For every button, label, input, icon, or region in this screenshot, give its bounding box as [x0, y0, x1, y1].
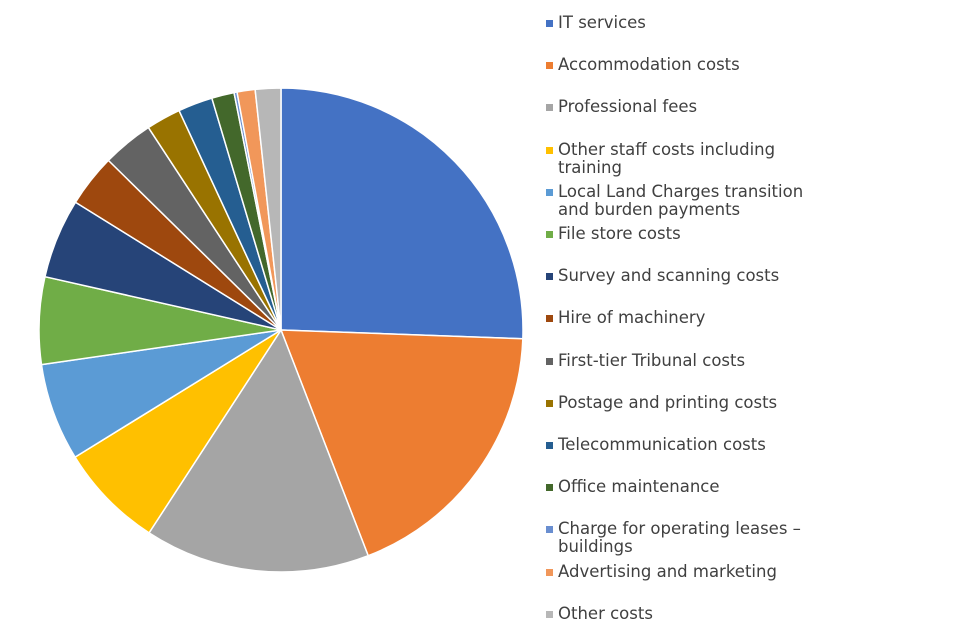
- legend-label: Telecommunication costs: [558, 435, 766, 454]
- legend-item: Office maintenance: [546, 478, 828, 496]
- legend-swatch: [546, 610, 553, 618]
- legend-item: Accommodation costs: [546, 56, 828, 74]
- legend-swatch: [546, 188, 553, 196]
- legend-item: Survey and scanning costs: [546, 267, 828, 285]
- legend-item: Local Land Charges transition and burden…: [546, 181, 828, 219]
- pie-slice-2: [148, 329, 369, 573]
- legend-item: Professional fees: [546, 98, 828, 116]
- legend-label: Hire of machinery: [558, 308, 706, 328]
- legend-label: Office maintenance: [558, 477, 720, 497]
- legend-item: Hire of machinery: [546, 309, 828, 327]
- legend-swatch: [546, 104, 553, 112]
- legend-label: Other staff costs including training: [558, 139, 776, 177]
- legend-swatch: [546, 315, 553, 323]
- legend-label: Other costs: [558, 603, 653, 623]
- pie-slice-3: [74, 329, 282, 534]
- legend-item: Advertising and marketing: [546, 561, 828, 581]
- legend-swatch: [546, 442, 553, 449]
- legend-item: IT services: [546, 14, 828, 32]
- legend-swatch: [546, 20, 553, 27]
- legend-label: Survey and scanning costs: [558, 266, 780, 286]
- legend-item: Charge for operating leases – buildings: [546, 520, 828, 556]
- pie-slice-14: [254, 87, 282, 331]
- legend-label: File store costs: [558, 224, 681, 243]
- legend-swatch: [546, 568, 553, 576]
- legend-label: First-tier Tribunal costs: [558, 350, 746, 370]
- legend-item: First-tier Tribunal costs: [546, 350, 828, 370]
- legend-item: Telecommunication costs: [546, 436, 828, 454]
- legend-swatch: [546, 399, 553, 407]
- pie-slice-0: [280, 87, 524, 340]
- legend-swatch: [546, 62, 553, 70]
- legend-label: Accommodation costs: [558, 55, 740, 75]
- legend-swatch: [546, 484, 553, 492]
- legend-swatch: [546, 231, 553, 238]
- legend-item: Other staff costs including training: [546, 139, 828, 177]
- legend-label: Professional fees: [558, 97, 698, 117]
- legend-item: Postage and printing costs: [546, 392, 828, 412]
- pie-slice-1: [280, 329, 524, 557]
- legend-item: File store costs: [546, 225, 828, 243]
- legend-label: Postage and printing costs: [558, 392, 778, 412]
- legend-label: Charge for operating leases – buildings: [558, 519, 801, 557]
- legend-swatch: [546, 146, 553, 154]
- legend-item: Other costs: [546, 603, 828, 623]
- legend-label: IT services: [558, 13, 646, 32]
- legend-label: Local Land Charges transition and burden…: [558, 181, 804, 219]
- legend-label: Advertising and marketing: [558, 561, 777, 581]
- legend-swatch: [546, 526, 553, 534]
- legend-swatch: [546, 357, 553, 365]
- legend-swatch: [546, 273, 553, 281]
